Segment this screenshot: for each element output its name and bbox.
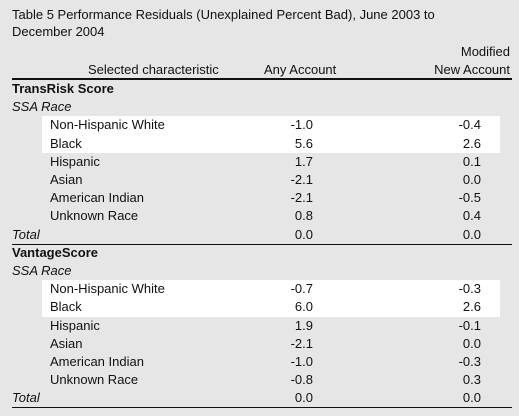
any-value: 0.8 <box>294 208 313 224</box>
any-value: 0.0 <box>294 226 313 242</box>
total-label: Total <box>12 226 40 242</box>
modified-value: 0.0 <box>462 335 481 351</box>
column-header: Selected characteristic <box>88 62 219 77</box>
modified-value: 0.4 <box>462 208 481 224</box>
any-value: 1.7 <box>294 153 313 169</box>
row-label: Unknown Race <box>50 208 139 224</box>
any-value: -2.1 <box>290 190 313 206</box>
modified-value: 0.3 <box>462 372 481 388</box>
total-label: Total <box>12 390 40 406</box>
column-header: New Account <box>434 62 510 77</box>
modified-value: -0.3 <box>458 354 481 369</box>
row-label: Hispanic <box>50 153 100 169</box>
any-value: -2.1 <box>290 172 313 187</box>
modified-value: 0.0 <box>462 172 481 187</box>
modified-value: 0.0 <box>462 390 481 406</box>
modified-value: 2.6 <box>462 135 481 151</box>
any-value: -1.0 <box>290 117 313 133</box>
any-value: 6.0 <box>294 299 313 315</box>
column-header: Modified <box>460 44 510 59</box>
any-value: 5.6 <box>294 135 313 151</box>
column-header: Any Account <box>264 62 337 77</box>
section-rule <box>12 243 512 245</box>
modified-value: 0.0 <box>462 226 481 242</box>
modified-value: -0.4 <box>458 117 481 133</box>
any-value: -2.1 <box>290 335 313 351</box>
highlight <box>42 298 500 317</box>
row-label: American Indian <box>50 190 144 206</box>
group-label: SSA Race <box>12 263 72 278</box>
any-value: -1.0 <box>290 354 313 369</box>
any-value: 1.9 <box>294 317 313 333</box>
row-label: Non-Hispanic White <box>50 281 165 297</box>
bottom-rule <box>12 407 512 408</box>
row-label: Asian <box>50 172 83 187</box>
modified-value: 0.1 <box>462 153 481 169</box>
row-label: Black <box>50 135 82 151</box>
row-label: Asian <box>50 335 83 351</box>
row-label: Unknown Race <box>50 372 139 388</box>
group-label: SSA Race <box>12 99 72 115</box>
section-title: VantageScore <box>12 244 98 260</box>
any-value: 0.0 <box>294 390 313 406</box>
highlight <box>42 134 500 153</box>
section-title: TransRisk Score <box>12 81 114 96</box>
row-label: Black <box>50 299 82 315</box>
highlight <box>42 116 500 135</box>
modified-value: -0.5 <box>458 190 481 206</box>
modified-value: 2.6 <box>462 299 481 315</box>
table-title: Table 5 Performance Residuals (Unexplain… <box>12 7 435 39</box>
any-value: -0.8 <box>290 372 313 388</box>
header-rule <box>12 78 512 80</box>
row-label: American Indian <box>50 354 144 369</box>
any-value: -0.7 <box>290 281 313 297</box>
modified-value: -0.1 <box>458 317 481 333</box>
row-label: Hispanic <box>50 317 100 333</box>
highlight <box>42 280 500 299</box>
row-label: Non-Hispanic White <box>50 117 165 133</box>
modified-value: -0.3 <box>458 281 481 297</box>
